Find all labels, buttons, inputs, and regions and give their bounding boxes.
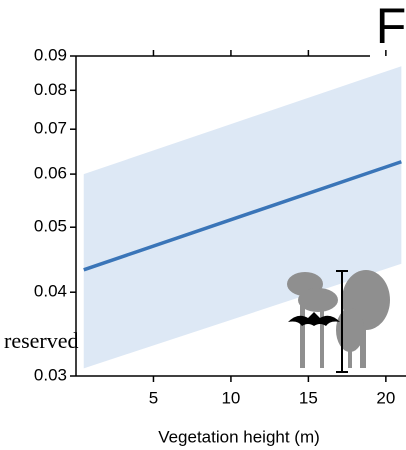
annotation: reserved xyxy=(4,328,79,353)
x-tick-label: 15 xyxy=(299,388,318,407)
trend-line xyxy=(83,160,402,272)
x-tick-label: 5 xyxy=(149,388,158,407)
panel-label: F xyxy=(376,0,406,54)
y-tick-label: 0.05 xyxy=(34,217,67,236)
y-tick-label: 0.09 xyxy=(34,45,67,64)
y-tick-label: 0.03 xyxy=(34,365,67,384)
y-tick-label: 0.08 xyxy=(34,80,67,99)
y-tick-label: 0.07 xyxy=(34,119,67,138)
x-tick-label: 10 xyxy=(221,388,240,407)
silhouette-icon xyxy=(287,270,390,373)
x-axis-label: Vegetation height (m) xyxy=(158,427,320,446)
y-tick-label: 0.06 xyxy=(34,164,67,183)
y-tick-label: 0.04 xyxy=(34,282,67,301)
x-tick-label: 20 xyxy=(376,388,395,407)
